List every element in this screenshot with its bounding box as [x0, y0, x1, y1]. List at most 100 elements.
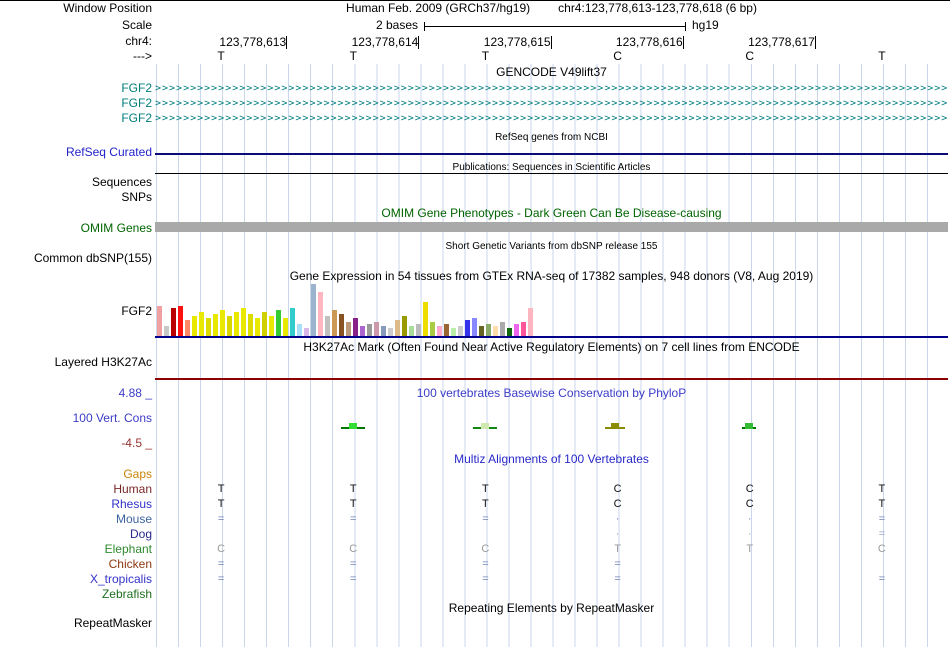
ruler-base: T: [481, 49, 490, 63]
gtex-tissue-bar[interactable]: [514, 324, 519, 336]
gtex-tissue-bar[interactable]: [500, 322, 505, 336]
species-label-mouse[interactable]: Mouse: [115, 512, 152, 526]
alignment-base: =: [350, 513, 357, 525]
gtex-tissue-bar[interactable]: [444, 324, 449, 336]
gencode-transcript-line[interactable]: >>>>>>>>>>>>>>>>>>>>>>>>>>>>>>>>>>>>>>>>…: [155, 113, 948, 124]
position-range: chr4:123,778,613-123,778,618 (6 bp): [558, 1, 757, 15]
scale-label: Scale: [121, 18, 152, 32]
gtex-tissue-bar[interactable]: [234, 312, 239, 336]
gtex-tissue-bar[interactable]: [430, 322, 435, 336]
gtex-tissue-bar[interactable]: [262, 312, 267, 336]
track-label-repeatmasker[interactable]: RepeatMasker: [73, 616, 152, 630]
gtex-tissue-bar[interactable]: [437, 326, 442, 336]
gtex-tissue-bar[interactable]: [171, 308, 176, 336]
gtex-tissue-bar[interactable]: [507, 328, 512, 336]
gtex-tissue-bar[interactable]: [290, 308, 295, 336]
track-label-layered-h3k27ac[interactable]: Layered H3K27Ac: [54, 355, 152, 369]
gtex-tissue-bar[interactable]: [318, 292, 323, 336]
alignment-base: T: [217, 483, 225, 495]
track-label-sequences[interactable]: Sequences: [91, 175, 152, 189]
gtex-tissue-bar[interactable]: [213, 314, 218, 336]
gtex-tissue-bar[interactable]: [395, 320, 400, 336]
gtex-tissue-bar[interactable]: [325, 316, 330, 336]
species-label-zebrafish[interactable]: Zebrafish: [101, 587, 152, 601]
gtex-tissue-bar[interactable]: [283, 318, 288, 336]
omim-gene-item[interactable]: [155, 222, 948, 232]
alignment-base: C: [349, 543, 358, 555]
gencode-transcript-line[interactable]: >>>>>>>>>>>>>>>>>>>>>>>>>>>>>>>>>>>>>>>>…: [155, 83, 948, 94]
gtex-tissue-bar[interactable]: [402, 316, 407, 336]
species-label-x-tropicalis[interactable]: X_tropicalis: [89, 572, 152, 586]
ruler-base: T: [217, 49, 225, 63]
alignment-base: T: [349, 498, 357, 510]
gtex-tissue-bar[interactable]: [199, 312, 204, 336]
track-label-100-vert-cons[interactable]: 100 Vert. Cons: [72, 411, 152, 425]
species-label-dog[interactable]: Dog: [129, 527, 152, 541]
alignment-base: =: [878, 528, 886, 540]
gtex-tissue-bar[interactable]: [493, 326, 498, 336]
ruler-coordinate: 123,778,615: [441, 36, 552, 49]
gtex-tissue-bar[interactable]: [416, 324, 421, 336]
gtex-tissue-bar[interactable]: [220, 310, 225, 336]
gtex-tissue-bar[interactable]: [311, 284, 316, 336]
track-label-common-dbsnp[interactable]: Common dbSNP(155): [33, 251, 152, 265]
track-label-gencode-fgf2[interactable]: FGF2: [121, 81, 152, 95]
gtex-tissue-bar[interactable]: [339, 314, 344, 336]
gtex-tissue-bar[interactable]: [227, 316, 232, 336]
species-label-gaps[interactable]: Gaps: [123, 467, 152, 481]
track-label-refseq-curated[interactable]: RefSeq Curated: [65, 145, 152, 159]
gtex-tissue-bar[interactable]: [304, 328, 309, 336]
gtex-tissue-bar[interactable]: [486, 324, 491, 336]
refseq-gene-item[interactable]: [155, 153, 948, 155]
track-label-gencode-fgf2[interactable]: FGF2: [121, 96, 152, 110]
gtex-tissue-bar[interactable]: [297, 324, 302, 336]
gtex-tissue-bar[interactable]: [360, 326, 365, 336]
species-label-human[interactable]: Human: [113, 482, 152, 496]
gtex-tissue-bar[interactable]: [465, 320, 470, 336]
gencode-transcript-line[interactable]: >>>>>>>>>>>>>>>>>>>>>>>>>>>>>>>>>>>>>>>>…: [155, 98, 948, 109]
alignment-base: ·: [615, 513, 620, 525]
gtex-tissue-bar[interactable]: [332, 310, 337, 336]
track-label-gtex-fgf2[interactable]: FGF2: [121, 304, 152, 318]
species-label-elephant[interactable]: Elephant: [104, 542, 152, 556]
alignment-base: C: [877, 543, 886, 555]
gtex-tissue-bar[interactable]: [423, 302, 428, 336]
gtex-tissue-bar[interactable]: [388, 328, 393, 336]
gtex-tissue-bar[interactable]: [353, 318, 358, 336]
gtex-tissue-bar[interactable]: [185, 320, 190, 336]
gtex-tissue-bar[interactable]: [409, 326, 414, 336]
gtex-tissue-bar[interactable]: [178, 306, 183, 336]
gtex-tissue-bar[interactable]: [374, 322, 379, 336]
track-label-gencode-fgf2[interactable]: FGF2: [121, 111, 152, 125]
track-label-omim-genes[interactable]: OMIM Genes: [80, 221, 152, 235]
gtex-tissue-bar[interactable]: [458, 326, 463, 336]
gtex-tissue-bar[interactable]: [381, 326, 386, 336]
gtex-tissue-bar[interactable]: [269, 316, 274, 336]
gtex-tissue-bar[interactable]: [255, 318, 260, 336]
gtex-tissue-bar[interactable]: [248, 314, 253, 336]
alignment-base: T: [878, 483, 886, 495]
gtex-track-heading: Gene Expression in 54 tissues from GTEx …: [289, 269, 814, 283]
gtex-tissue-bar[interactable]: [521, 322, 526, 336]
refseq-track-heading: RefSeq genes from NCBI: [495, 132, 608, 143]
gtex-tissue-bar[interactable]: [367, 324, 372, 336]
gtex-tissue-bar[interactable]: [276, 310, 281, 336]
gtex-tissue-bar[interactable]: [451, 328, 456, 336]
publications-sequences-item[interactable]: [155, 173, 948, 174]
gtex-tissue-bar[interactable]: [192, 316, 197, 336]
gtex-tissue-bar[interactable]: [346, 322, 351, 336]
alignment-base: T: [217, 498, 225, 510]
gtex-tissue-bar[interactable]: [164, 326, 169, 336]
track-label-snps[interactable]: SNPs: [121, 190, 152, 204]
alignment-base: ·: [747, 513, 752, 525]
gtex-tissue-bar[interactable]: [157, 306, 162, 336]
gtex-tissue-bar[interactable]: [241, 308, 246, 336]
gtex-tissue-bar[interactable]: [479, 326, 484, 336]
species-label-rhesus[interactable]: Rhesus: [111, 497, 152, 511]
ruler-base: T: [349, 49, 357, 63]
gtex-tissue-bar[interactable]: [528, 308, 533, 336]
species-label-chicken[interactable]: Chicken: [108, 557, 152, 571]
gtex-tissue-bar[interactable]: [472, 318, 477, 336]
alignment-base: C: [217, 543, 226, 555]
gtex-tissue-bar[interactable]: [206, 318, 211, 336]
